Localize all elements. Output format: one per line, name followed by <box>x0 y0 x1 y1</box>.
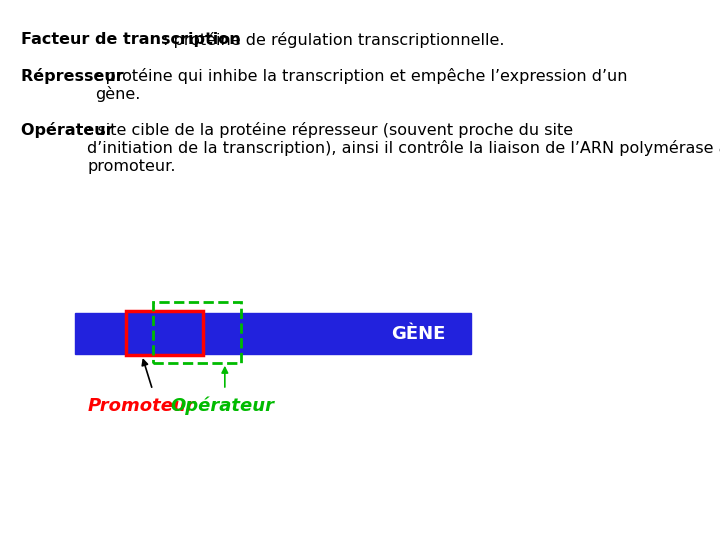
Text: : protéine qui inhibe la transcription et empêche l’expression d’un
gène.: : protéine qui inhibe la transcription e… <box>95 68 628 102</box>
Text: GÈNE: GÈNE <box>391 325 445 343</box>
Bar <box>153 302 241 363</box>
Bar <box>126 310 204 355</box>
Text: Opérateur: Opérateur <box>170 397 274 415</box>
Text: : site cible de la protéine répresseur (souvent proche du site
d’initiation de l: : site cible de la protéine répresseur (… <box>87 122 720 173</box>
Text: Promoteur: Promoteur <box>88 397 196 415</box>
Text: Répresseur: Répresseur <box>22 68 130 84</box>
Text: Facteur de transcription: Facteur de transcription <box>22 32 241 48</box>
Text: : protéine de régulation transcriptionnelle.: : protéine de régulation transcriptionne… <box>163 32 505 49</box>
Text: Opérateur: Opérateur <box>22 122 120 138</box>
FancyBboxPatch shape <box>75 313 471 354</box>
